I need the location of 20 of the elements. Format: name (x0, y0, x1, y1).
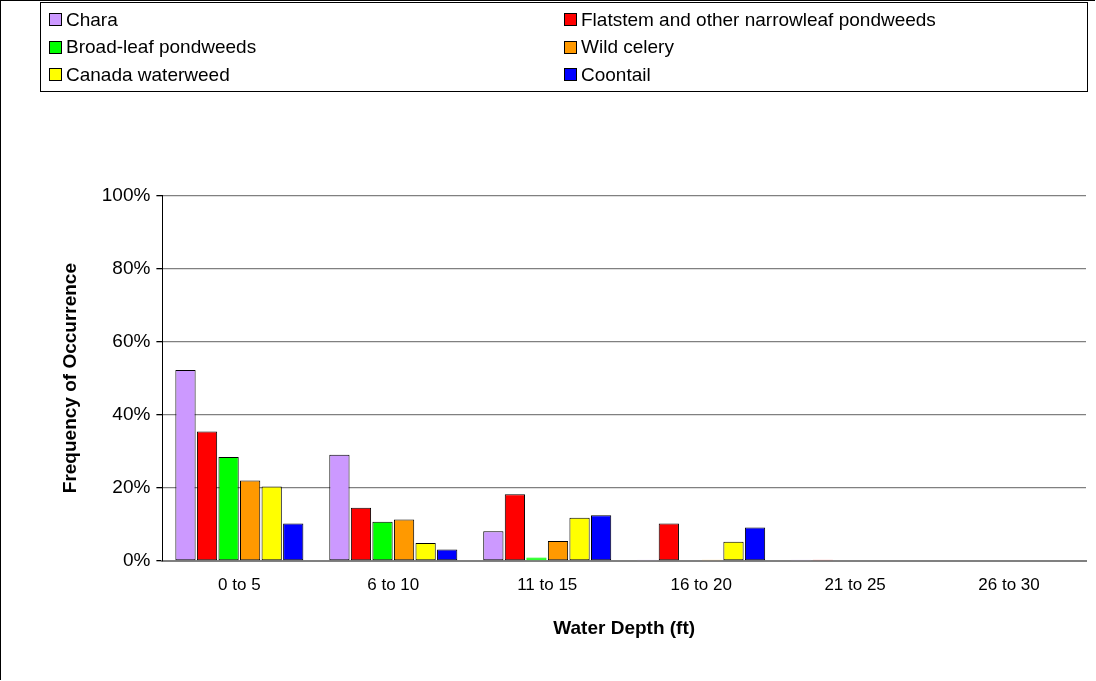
y-tick-label: 20% (112, 475, 151, 497)
x-tick-label: 11 to 15 (517, 574, 578, 594)
y-tick-label: 60% (112, 329, 151, 351)
y-tick-label: 80% (112, 256, 151, 278)
legend-label: Coontail (581, 63, 651, 86)
x-tick-label: 0 to 5 (218, 574, 261, 594)
y-tick-label: 0% (122, 549, 151, 571)
legend-label: Flatstem and other narrowleaf pondweeds (581, 8, 936, 31)
legend-label: Broad-leaf pondweeds (66, 36, 257, 58)
legend-label: Canada waterweed (66, 63, 230, 86)
x-tick-label: 16 to 20 (670, 574, 732, 594)
legend-label: Wild celery (581, 36, 674, 58)
x-tick-label: 21 to 25 (824, 574, 886, 594)
x-axis-title: Water Depth (ft) (553, 616, 696, 638)
legend-label: Chara (66, 8, 118, 31)
x-tick-label: 26 to 30 (978, 574, 1040, 594)
x-tick-label: 6 to 10 (367, 574, 420, 594)
y-tick-label: 40% (112, 402, 151, 424)
y-axis-title: Frequency of Occurrence (58, 263, 80, 494)
y-tick-label: 100% (101, 183, 151, 205)
